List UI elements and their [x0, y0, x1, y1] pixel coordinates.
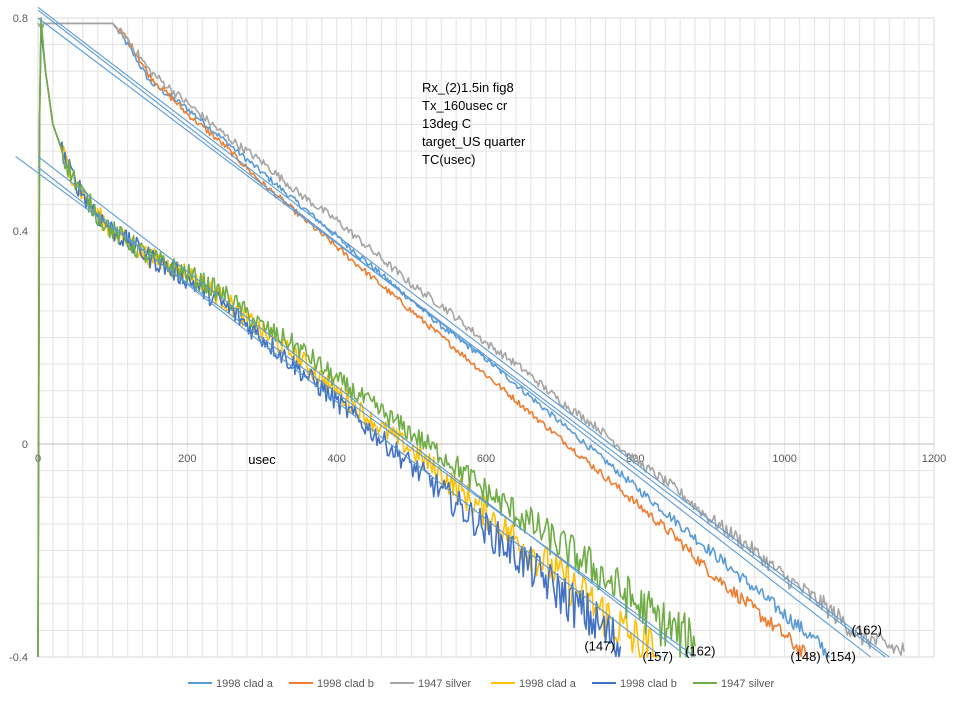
legend-label: 1998 clad a — [216, 678, 274, 690]
x-tick-label: 1000 — [772, 453, 796, 465]
data-series-line — [37, 27, 658, 658]
data-series-line — [37, 27, 622, 658]
data-series-line — [37, 22, 808, 658]
annotation-text: 13deg C — [422, 116, 471, 131]
x-tick-label: 400 — [327, 453, 345, 465]
y-tick-label: 0.8 — [13, 13, 28, 25]
annotation-text: Tx_160usec cr — [422, 98, 508, 113]
trend-line — [37, 156, 688, 658]
time-constant-label: (162) — [685, 644, 715, 659]
legend-label: 1998 clad b — [620, 678, 677, 690]
time-constant-label: (157) — [643, 649, 673, 664]
label-layer: Rx_(2)1.5in fig8 Tx_160usec cr 13deg C targ… — [422, 80, 882, 664]
x-tick-label: 1200 — [922, 453, 946, 465]
fit-line-layer — [15, 6, 890, 658]
trend-line — [37, 6, 890, 658]
grid-layer — [37, 17, 935, 658]
data-series-line — [37, 22, 830, 658]
time-constant-label: (148) — [790, 649, 820, 664]
x-axis-title: usec — [248, 452, 276, 467]
legend: 1998 clad a 1998 clad b 1947 silver 1998 cl… — [188, 678, 775, 690]
legend-label: 1998 clad a — [519, 678, 577, 690]
y-tick-label: -0.4 — [9, 652, 28, 664]
x-tick-label: 200 — [178, 453, 196, 465]
data-series-line — [37, 17, 696, 658]
legend-label: 1947 silver — [721, 678, 775, 690]
trend-line — [15, 156, 696, 658]
x-tick-label: 600 — [477, 453, 495, 465]
annotation-text: TC(usec) — [422, 152, 475, 167]
y-tick-label: 0.4 — [13, 226, 28, 238]
annotation-text: Rx_(2)1.5in fig8 — [422, 80, 514, 95]
trend-line — [37, 166, 662, 658]
time-constant-label: (147) — [584, 638, 614, 653]
trend-line — [37, 9, 871, 658]
legend-label: 1998 clad b — [317, 678, 374, 690]
legend-label: 1947 silver — [418, 678, 472, 690]
time-constant-label: (154) — [825, 649, 855, 664]
y-tick-label: 0 — [22, 439, 28, 451]
annotation-text: target_US quarter — [422, 134, 526, 149]
trend-line — [37, 17, 886, 658]
time-constant-label: (162) — [852, 622, 882, 637]
